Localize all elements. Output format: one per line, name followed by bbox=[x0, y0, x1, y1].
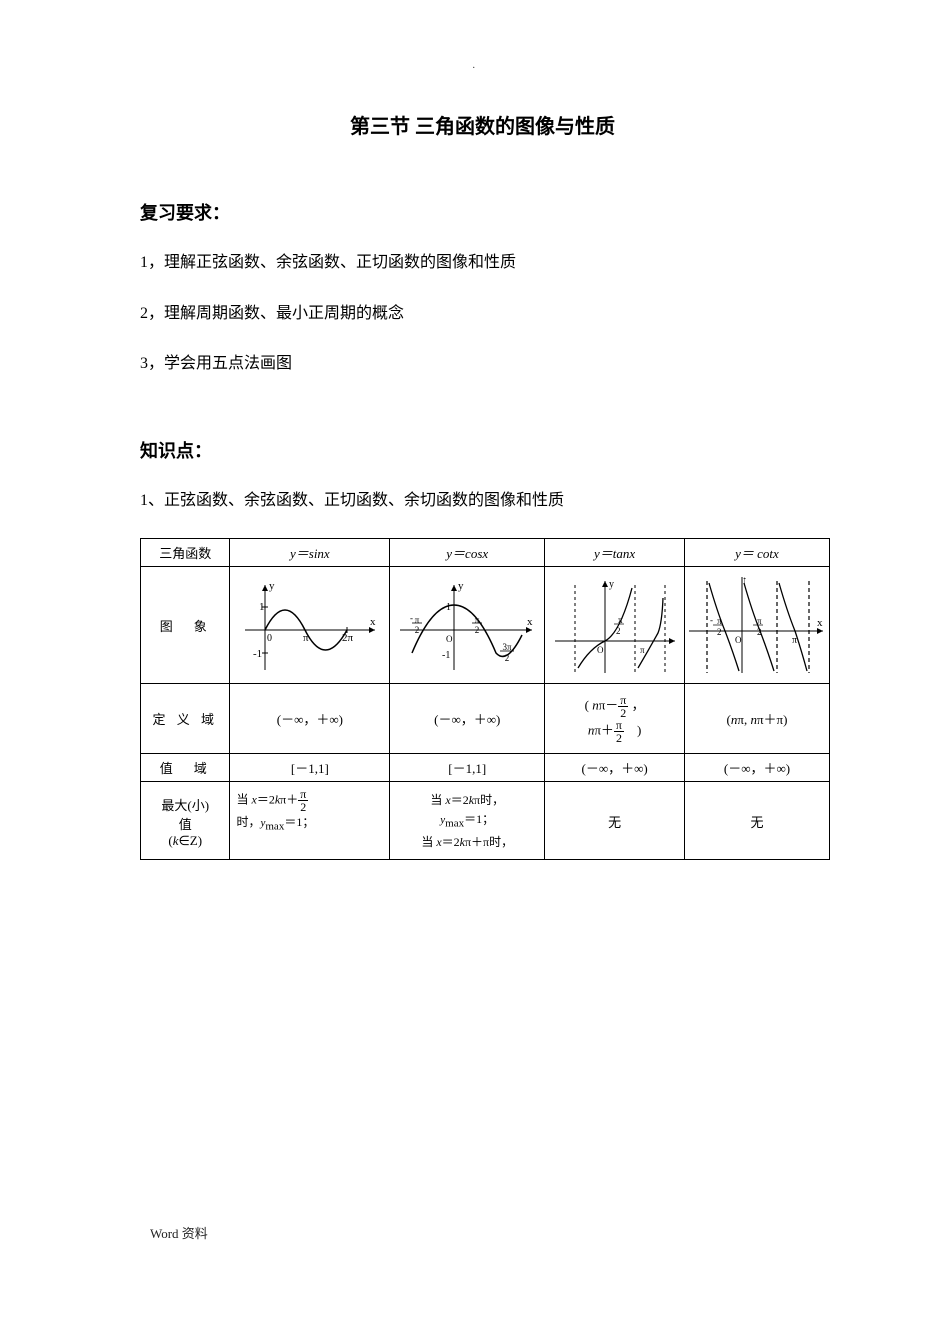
knowledge-section: 知识点： 1、正弦函数、余弦函数、正切函数、余切函数的图像和性质 三角函数 y＝… bbox=[140, 437, 825, 861]
svg-text:π: π bbox=[757, 616, 762, 626]
knowledge-intro: 1、正弦函数、余弦函数、正切函数、余切函数的图像和性质 bbox=[140, 488, 825, 514]
svg-text:1: 1 bbox=[446, 602, 451, 613]
row-graph-label: 图 象 bbox=[141, 567, 230, 684]
svg-text:π: π bbox=[792, 635, 797, 646]
svg-text:π: π bbox=[475, 615, 480, 625]
knowledge-heading: 知识点： bbox=[140, 437, 825, 463]
svg-text:-: - bbox=[410, 613, 413, 623]
page-footer: Word 资料 bbox=[150, 1223, 208, 1242]
svg-text:π: π bbox=[415, 615, 420, 625]
svg-text:2: 2 bbox=[757, 627, 762, 637]
hdr-func: 三角函数 bbox=[141, 539, 230, 567]
svg-text:3π: 3π bbox=[503, 642, 513, 652]
svg-text:y: y bbox=[269, 580, 275, 592]
svg-text:O: O bbox=[446, 634, 453, 644]
sin-max: 当 x＝2kπ＋π2 时，ymax＝1； bbox=[230, 782, 390, 860]
hdr-cos: y＝cosx bbox=[390, 539, 545, 567]
max-row: 最大(小)值(k∈Z) 当 x＝2kπ＋π2 时，ymax＝1； 当 x＝2kπ… bbox=[141, 782, 830, 860]
svg-text:π: π bbox=[717, 616, 722, 626]
svg-text:2: 2 bbox=[475, 625, 480, 635]
cot-max: 无 bbox=[684, 782, 829, 860]
svg-text:y: y bbox=[609, 579, 614, 590]
hdr-sin: y＝sinx bbox=[230, 539, 390, 567]
sin-range: [－1,1] bbox=[230, 754, 390, 782]
review-item-3: 3，学会用五点法画图 bbox=[140, 351, 825, 377]
hdr-cot: y＝ cotx bbox=[684, 539, 829, 567]
sin-graph: 1 -1 0 π 2π x y bbox=[230, 567, 390, 684]
table-header-row: 三角函数 y＝sinx y＝cosx y＝tanx y＝ cotx bbox=[141, 539, 830, 567]
svg-text:O: O bbox=[597, 645, 604, 655]
svg-text:O: O bbox=[735, 635, 742, 645]
svg-text:2: 2 bbox=[717, 627, 722, 637]
trig-table: 三角函数 y＝sinx y＝cosx y＝tanx y＝ cotx 图 象 1 … bbox=[140, 538, 830, 860]
svg-text:2π: 2π bbox=[342, 632, 354, 644]
svg-text:y: y bbox=[458, 580, 464, 592]
page-title: 第三节 三角函数的图像与性质 bbox=[140, 110, 825, 139]
tan-graph: y O π 2 π bbox=[545, 567, 685, 684]
hdr-tan: y＝tanx bbox=[545, 539, 685, 567]
cos-range: [－1,1] bbox=[390, 754, 545, 782]
cos-graph: y x 1 -1 O π 2 - π 2 3π 2 bbox=[390, 567, 545, 684]
svg-text:-1: -1 bbox=[253, 648, 262, 660]
svg-text:-1: -1 bbox=[442, 650, 450, 661]
review-section: 复习要求： 1，理解正弦函数、余弦函数、正切函数的图像和性质 2，理解周期函数、… bbox=[140, 199, 825, 377]
cot-domain: (nπ, nπ＋π) bbox=[684, 684, 829, 754]
review-heading: 复习要求： bbox=[140, 199, 825, 225]
sin-domain: (－∞，＋∞) bbox=[230, 684, 390, 754]
svg-text:2: 2 bbox=[505, 653, 510, 663]
cos-domain: (－∞，＋∞) bbox=[390, 684, 545, 754]
row-range-label: 值 域 bbox=[141, 754, 230, 782]
row-max-label: 最大(小)值(k∈Z) bbox=[141, 782, 230, 860]
range-row: 值 域 [－1,1] [－1,1] (－∞，＋∞) (－∞，＋∞) bbox=[141, 754, 830, 782]
cos-max: 当 x＝2kπ时， ymax＝1； 当 x＝2kπ＋π时， bbox=[390, 782, 545, 860]
graph-row: 图 象 1 -1 0 π 2π x y bbox=[141, 567, 830, 684]
svg-text:0: 0 bbox=[267, 633, 272, 644]
tan-range: (－∞，＋∞) bbox=[545, 754, 685, 782]
svg-text:x: x bbox=[817, 617, 823, 629]
svg-text:-: - bbox=[710, 615, 713, 625]
svg-text:x: x bbox=[527, 616, 533, 628]
cot-graph: x π 2 - π 2 π O ↑ bbox=[684, 567, 829, 684]
tan-domain: ( nπ－π2 ， nπ＋π2 ) bbox=[545, 684, 685, 754]
tan-max: 无 bbox=[545, 782, 685, 860]
svg-text:2: 2 bbox=[415, 625, 420, 635]
svg-text:π: π bbox=[640, 645, 645, 655]
svg-text:π: π bbox=[303, 632, 309, 644]
svg-text:x: x bbox=[370, 616, 376, 628]
svg-text:π: π bbox=[618, 615, 623, 625]
page-dot: . bbox=[473, 60, 476, 71]
review-item-2: 2，理解周期函数、最小正周期的概念 bbox=[140, 301, 825, 327]
review-item-1: 1，理解正弦函数、余弦函数、正切函数的图像和性质 bbox=[140, 250, 825, 276]
svg-text:↑: ↑ bbox=[742, 575, 747, 586]
row-domain-label: 定 义 域 bbox=[141, 684, 230, 754]
cot-range: (－∞，＋∞) bbox=[684, 754, 829, 782]
svg-text:2: 2 bbox=[616, 626, 621, 636]
domain-row: 定 义 域 (－∞，＋∞) (－∞，＋∞) ( nπ－π2 ， nπ＋π2 ) … bbox=[141, 684, 830, 754]
